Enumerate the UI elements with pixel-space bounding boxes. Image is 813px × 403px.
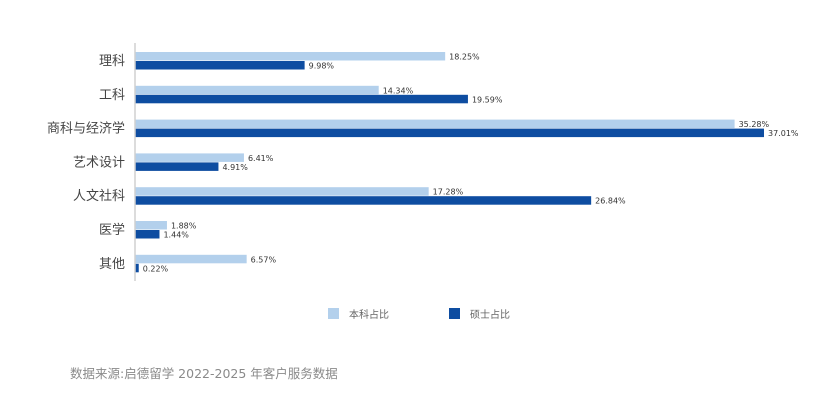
category-label: 理科 bbox=[99, 54, 125, 69]
bar-undergrad bbox=[135, 187, 429, 196]
data-label: 18.25% bbox=[449, 53, 480, 62]
category-label: 医学 bbox=[99, 222, 125, 238]
bar-chart: 理科 18.25% 9.98% 工科 14.34% 19.59% 商科与经济学 35.28%3… bbox=[47, 43, 799, 281]
bar-undergrad bbox=[135, 221, 167, 230]
legend-item-master: 硕士占比 bbox=[449, 306, 510, 321]
bar-master bbox=[135, 61, 305, 70]
category-label: 工科 bbox=[99, 88, 125, 103]
bar-master bbox=[135, 263, 139, 273]
bar-master bbox=[135, 196, 592, 205]
bar-undergrad bbox=[135, 254, 247, 264]
data-label: 9.98% bbox=[309, 62, 335, 71]
data-label: 4.91% bbox=[222, 163, 248, 172]
category-label: 其他 bbox=[99, 257, 125, 272]
data-label: 1.88% bbox=[171, 222, 197, 231]
data-label: 6.57% bbox=[251, 255, 277, 264]
legend-label-undergrad: 本科占比 bbox=[349, 310, 389, 321]
bar-master bbox=[135, 162, 219, 171]
bar-master bbox=[135, 94, 468, 104]
bar-undergrad bbox=[135, 85, 379, 95]
source-note: 数据来源:启德留学 2022-2025 年客户服务数据 bbox=[70, 366, 338, 381]
bar-undergrad bbox=[135, 52, 446, 61]
data-label: 19.59% bbox=[472, 95, 503, 104]
data-label: 17.28% bbox=[433, 188, 464, 197]
bar-master bbox=[135, 230, 160, 239]
data-label: 6.41% bbox=[248, 154, 274, 163]
bar-master bbox=[135, 128, 764, 138]
data-label: 14.34% bbox=[383, 86, 414, 95]
legend-label-master: 硕士占比 bbox=[470, 310, 510, 321]
data-label: 1.44% bbox=[163, 231, 189, 240]
data-label: 0.22% bbox=[143, 264, 169, 273]
data-label: 37.01% bbox=[768, 129, 799, 138]
category-label: 商科与经济学 bbox=[47, 121, 125, 137]
data-label: 26.84% bbox=[595, 197, 626, 206]
legend-item-undergrad: 本科占比 bbox=[328, 306, 389, 321]
legend-swatch-undergrad bbox=[328, 308, 339, 319]
category-label: 艺术设计 bbox=[73, 155, 125, 170]
bar-undergrad bbox=[135, 119, 735, 129]
bar-undergrad bbox=[135, 153, 244, 162]
category-label: 人文社科 bbox=[73, 188, 125, 204]
data-label: 35.28% bbox=[739, 120, 770, 129]
legend-swatch-master bbox=[449, 308, 460, 319]
